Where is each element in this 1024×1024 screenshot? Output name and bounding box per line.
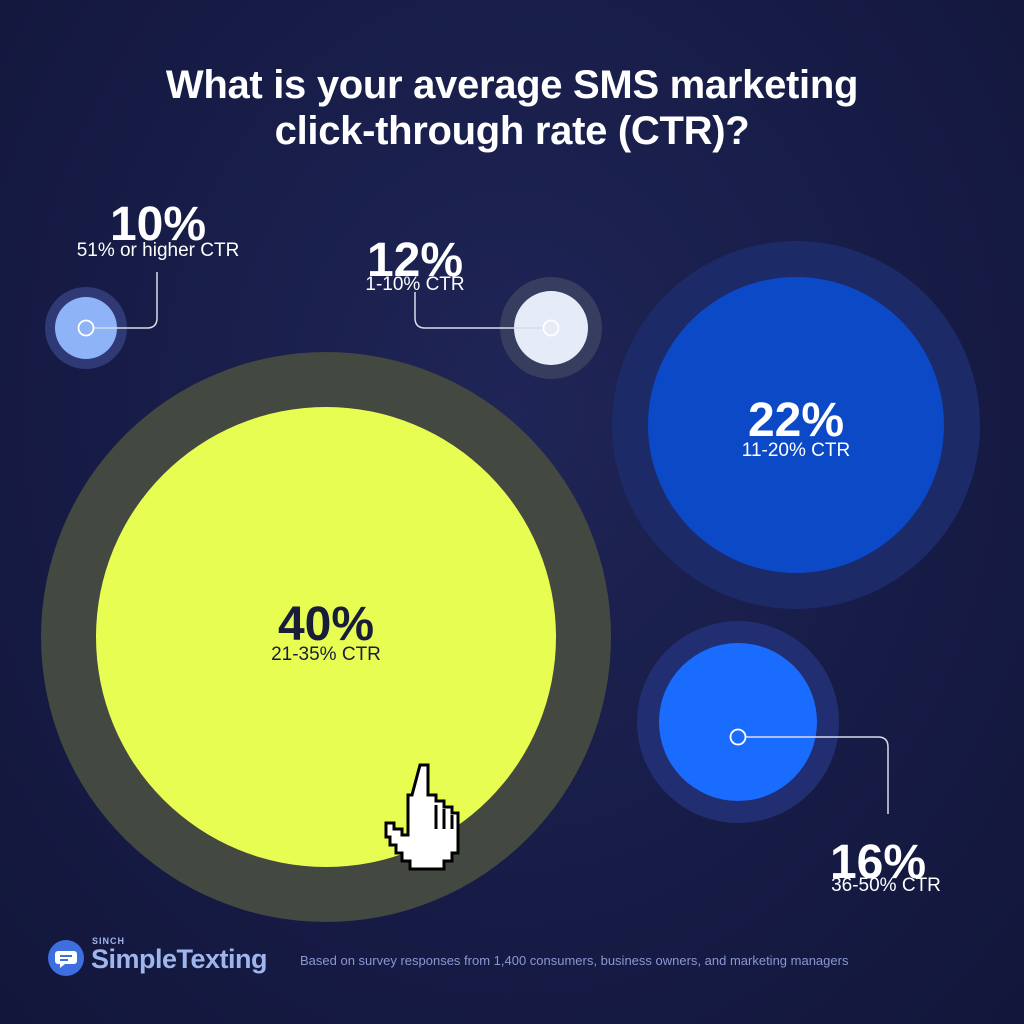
chat-bubble-icon bbox=[48, 940, 84, 976]
category-label-21-35-ctr: 21-35% CTR bbox=[271, 644, 381, 665]
connector-line-36-50-ctr bbox=[746, 736, 889, 814]
bubble-51-or-higher-ctr bbox=[55, 297, 117, 359]
brand-logo: SINCH SimpleTexting bbox=[48, 936, 288, 980]
value-label-36-50-ctr: 16% bbox=[830, 836, 926, 889]
category-label-1-10-ctr: 1-10% CTR bbox=[365, 274, 464, 295]
chart-title-line-1: What is your average SMS marketing bbox=[165, 63, 859, 107]
value-label-1-10-ctr: 12% bbox=[367, 234, 463, 287]
hand-pointer-icon bbox=[384, 763, 460, 871]
category-label-36-50-ctr: 36-50% CTR bbox=[831, 875, 941, 896]
category-label-51-or-higher-ctr: 51% or higher CTR bbox=[77, 240, 240, 261]
chart-title: What is your average SMS marketing click… bbox=[0, 62, 1024, 154]
brand-name: SimpleTexting bbox=[91, 944, 268, 974]
connector-dot-1-10-ctr bbox=[542, 319, 560, 337]
hand-cursor-finger-lines bbox=[434, 805, 454, 829]
connector-dot-36-50-ctr bbox=[729, 728, 747, 746]
connector-dot-51-or-higher-ctr bbox=[77, 319, 95, 337]
bubble-11-20-ctr bbox=[648, 277, 944, 573]
value-label-51-or-higher-ctr: 10% bbox=[110, 198, 206, 251]
connector-line-1-10-ctr bbox=[414, 292, 543, 329]
survey-footnote: Based on survey responses from 1,400 con… bbox=[300, 953, 849, 968]
bubble-21-35-ctr bbox=[96, 407, 556, 867]
bubble-36-50-ctr bbox=[659, 643, 817, 801]
bubble-1-10-ctr bbox=[514, 291, 588, 365]
brand-prefix: SINCH bbox=[92, 936, 126, 946]
hand-cursor-body bbox=[384, 763, 460, 871]
chart-title-line-2: click-through rate (CTR)? bbox=[274, 109, 750, 153]
connector-line-51-or-higher-ctr bbox=[94, 272, 158, 329]
category-label-11-20-ctr: 11-20% CTR bbox=[742, 440, 850, 461]
value-label-11-20-ctr: 22% bbox=[748, 394, 844, 447]
value-label-21-35-ctr: 40% bbox=[278, 598, 374, 651]
